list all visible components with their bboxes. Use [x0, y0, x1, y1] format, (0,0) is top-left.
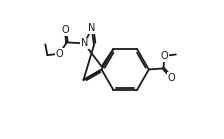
Text: N: N: [80, 39, 88, 49]
Text: O: O: [161, 51, 168, 61]
Text: O: O: [55, 49, 63, 59]
Text: O: O: [62, 25, 69, 35]
Text: O: O: [168, 73, 176, 83]
Text: N: N: [88, 23, 95, 33]
